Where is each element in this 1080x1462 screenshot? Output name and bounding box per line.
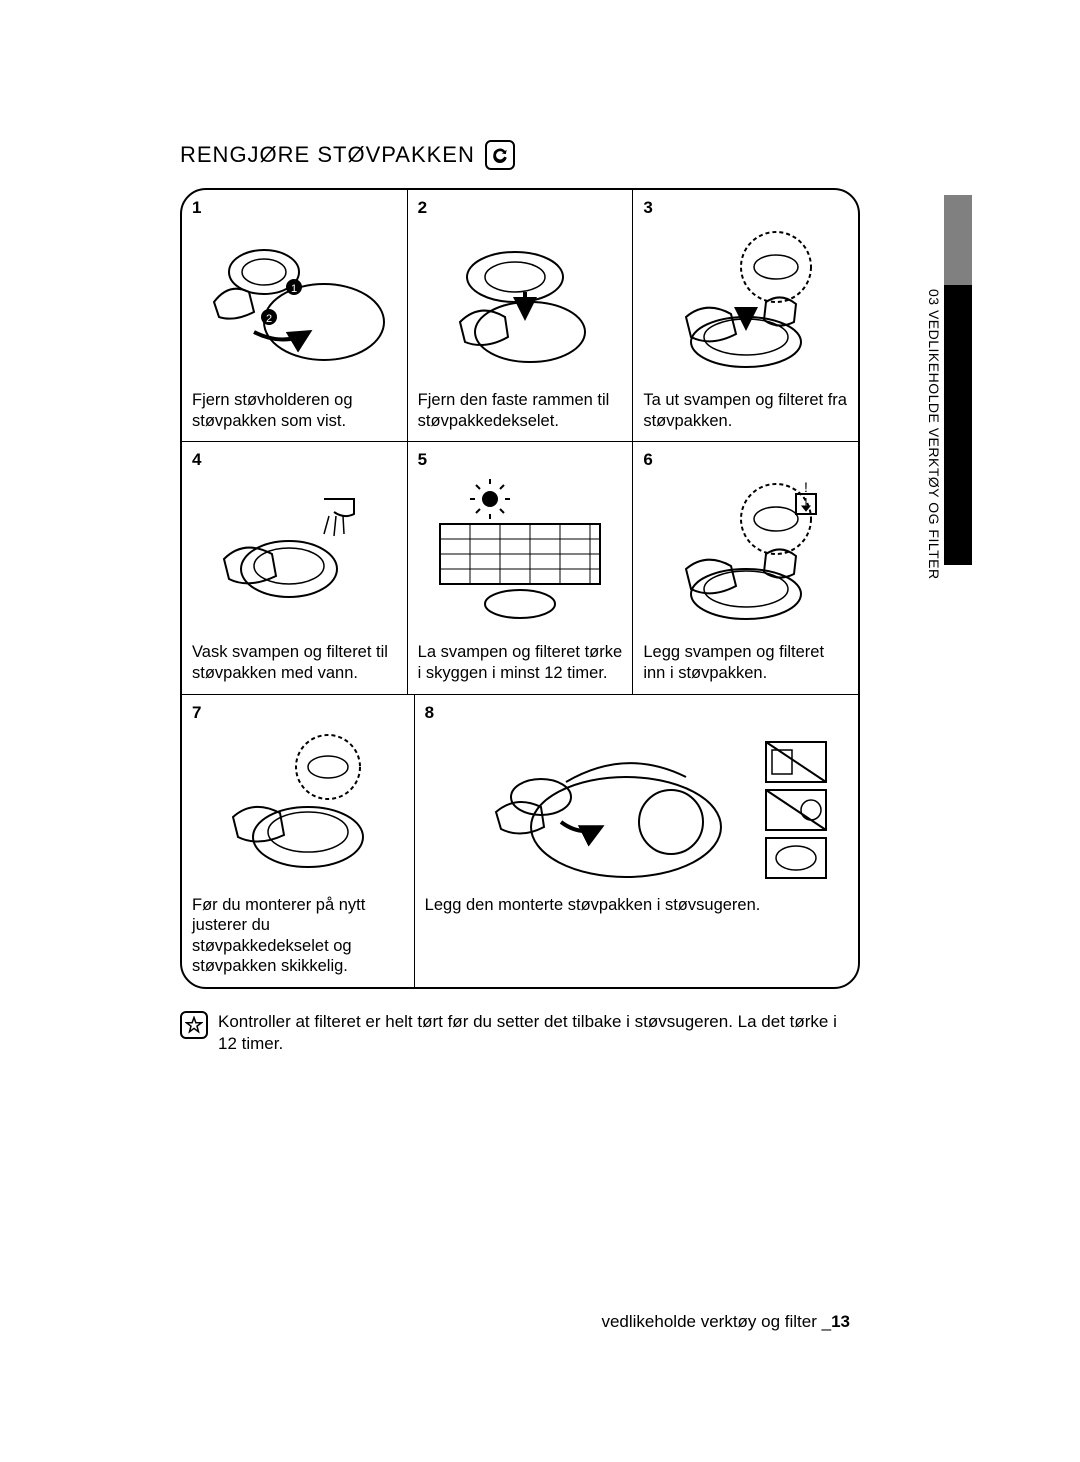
section-title-row: RENGJØRE STØVPAKKEN <box>180 140 960 170</box>
step-cell: 1 1 2 Fjern støvholderen og støvpakken s… <box>182 190 408 442</box>
side-tab: 03 VEDLIKEHOLDE VERKTØY OG FILTER <box>926 285 972 584</box>
step-illustration <box>418 222 623 382</box>
step-illustration: ! <box>643 474 848 634</box>
svg-text:!: ! <box>804 479 808 495</box>
dustpack-cycle-icon <box>485 140 515 170</box>
step-number: 7 <box>192 703 404 723</box>
step-number: 3 <box>643 198 848 218</box>
note-row: Kontroller at filteret er helt tørt før … <box>180 1011 860 1055</box>
step-cell: 3 Ta ut svampen og filteret fra støvpakk… <box>633 190 858 442</box>
step-cell: 5 La svampen og filteret tørke i skyggen… <box>408 442 634 694</box>
step-caption: Vask svampen og filteret til støvpakken … <box>192 642 397 683</box>
star-note-icon <box>180 1011 208 1039</box>
side-tab-bar <box>944 285 972 565</box>
section-title: RENGJØRE STØVPAKKEN <box>180 142 475 168</box>
svg-text:2: 2 <box>266 313 272 325</box>
step-cell: 4 Vask svampen og filteret til støvpakke… <box>182 442 408 694</box>
note-text: Kontroller at filteret er helt tørt før … <box>218 1011 860 1055</box>
step-caption: Fjern støvholderen og støvpakken som vis… <box>192 390 397 431</box>
footer-page-number: 13 <box>831 1312 850 1331</box>
step-number: 8 <box>425 703 848 723</box>
page-footer: vedlikeholde verktøy og filter _13 <box>601 1312 850 1332</box>
step-number: 2 <box>418 198 623 218</box>
side-tab-label: 03 VEDLIKEHOLDE VERKTØY OG FILTER <box>926 285 944 584</box>
step-number: 6 <box>643 450 848 470</box>
step-cell: 2 Fjern den faste rammen til støvpakkede… <box>408 190 634 442</box>
step-illustration <box>418 474 623 634</box>
step-illustration <box>192 474 397 634</box>
step-caption: Før du monterer på nytt justerer du støv… <box>192 895 404 978</box>
step-illustration: 1 2 <box>192 222 397 382</box>
step-cell: 6 ! Legg svampen og filteret inn i støvp… <box>633 442 858 694</box>
step-illustration <box>192 727 404 887</box>
step-illustration <box>643 222 848 382</box>
step-cell: 7 Før du monterer på nytt justerer du st… <box>182 695 415 988</box>
steps-row: 7 Før du monterer på nytt justerer du st… <box>182 695 858 988</box>
steps-row: 1 1 2 Fjern støvholderen og støvpakken s… <box>182 190 858 442</box>
footer-text: vedlikeholde verktøy og filter _ <box>601 1312 831 1331</box>
side-tab-grey <box>944 195 972 285</box>
step-illustration <box>425 727 848 887</box>
step-caption: La svampen og filteret tørke i skyggen i… <box>418 642 623 683</box>
steps-row: 4 Vask svampen og filteret til støvpakke… <box>182 442 858 694</box>
steps-grid: 1 1 2 Fjern støvholderen og støvpakken s… <box>180 188 860 989</box>
step-caption: Legg den monterte støvpakken i støvsuger… <box>425 895 848 916</box>
step-caption: Fjern den faste rammen til støvpakkedeks… <box>418 390 623 431</box>
step-caption: Legg svampen og filteret inn i støvpakke… <box>643 642 848 683</box>
step-number: 4 <box>192 450 397 470</box>
step-caption: Ta ut svampen og filteret fra støvpakken… <box>643 390 848 431</box>
step-cell: 8 <box>415 695 858 988</box>
step-number: 5 <box>418 450 623 470</box>
svg-text:1: 1 <box>291 283 297 295</box>
step-number: 1 <box>192 198 397 218</box>
